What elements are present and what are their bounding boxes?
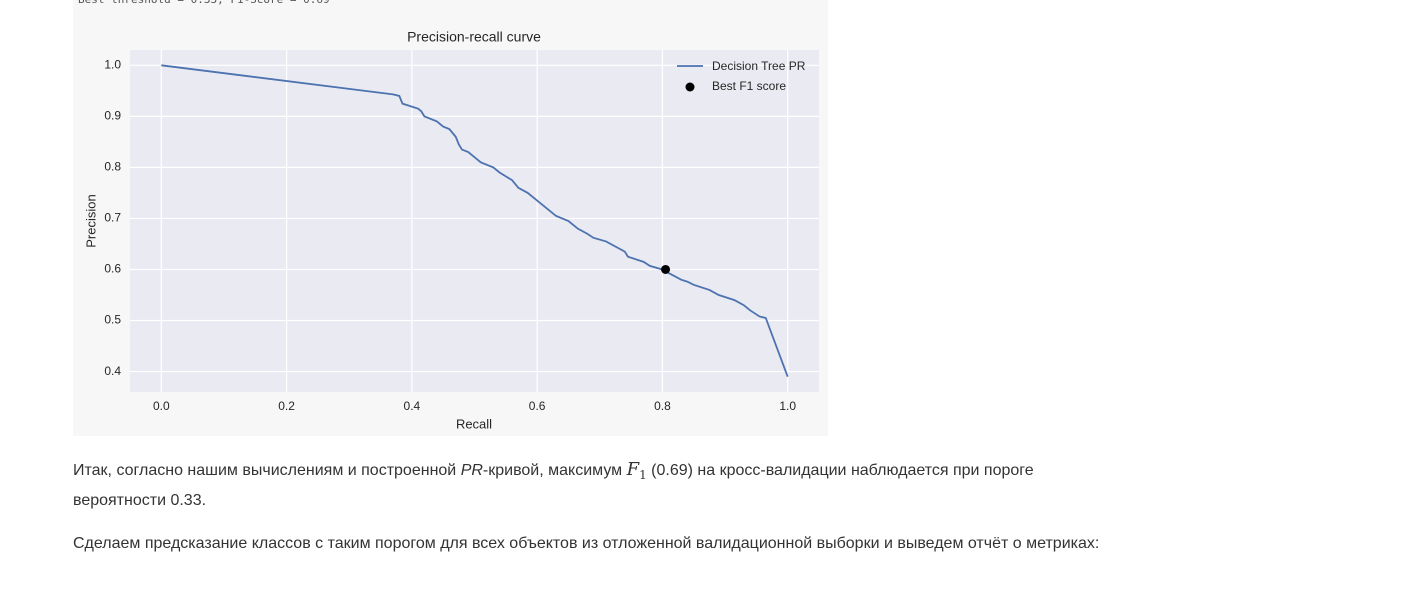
legend-swatch bbox=[685, 82, 695, 92]
y-axis-label: Precision bbox=[83, 194, 98, 247]
chart: Precision-recall curve Recall Precision … bbox=[83, 29, 819, 431]
text: Итак, согласно нашим вычислениям и постр… bbox=[73, 462, 461, 479]
x-tick-label: 0.6 bbox=[529, 399, 546, 413]
text: (0.69) на кросс-валидации наблюдается пр… bbox=[73, 462, 1034, 510]
text: -кривой, максимум bbox=[482, 462, 627, 479]
legend-label: Best F1 score bbox=[712, 79, 786, 93]
paragraph: Сделаем предсказание классов с таким пор… bbox=[73, 531, 1103, 557]
text: Сделаем предсказание классов с таким пор… bbox=[73, 535, 1100, 552]
x-tick-label: 0.2 bbox=[278, 399, 295, 413]
text: PR bbox=[460, 462, 483, 479]
math: F bbox=[626, 459, 640, 480]
x-tick-label: 1.0 bbox=[779, 399, 796, 413]
paragraph: Итак, согласно нашим вычислениям и постр… bbox=[73, 457, 1103, 514]
math: 1 bbox=[639, 468, 647, 483]
pr-curve bbox=[161, 64, 789, 378]
legend-label: Decision Tree PR bbox=[712, 59, 806, 73]
y-tick-label: 0.5 bbox=[104, 313, 121, 327]
best-point bbox=[661, 264, 671, 274]
x-tick-label: 0.0 bbox=[153, 399, 170, 413]
output-text: Best threshold = 0.33, F1-Score = 0.69 bbox=[78, 0, 330, 6]
y-tick-label: 1.0 bbox=[104, 57, 121, 71]
chart-title: Precision-recall curve bbox=[407, 29, 541, 45]
y-tick-label: 0.8 bbox=[104, 160, 121, 174]
plot-background bbox=[130, 50, 819, 392]
y-tick-label: 0.4 bbox=[104, 364, 121, 378]
y-tick-label: 0.6 bbox=[104, 262, 121, 276]
x-axis-label: Recall bbox=[456, 416, 492, 431]
code-output: Best threshold = 0.33, F1-Score = 0.69 P… bbox=[73, 0, 828, 436]
y-tick-label: 0.9 bbox=[104, 109, 121, 123]
x-tick-label: 0.8 bbox=[654, 399, 671, 413]
x-tick-label: 0.4 bbox=[404, 399, 421, 413]
y-tick-label: 0.7 bbox=[104, 211, 121, 225]
